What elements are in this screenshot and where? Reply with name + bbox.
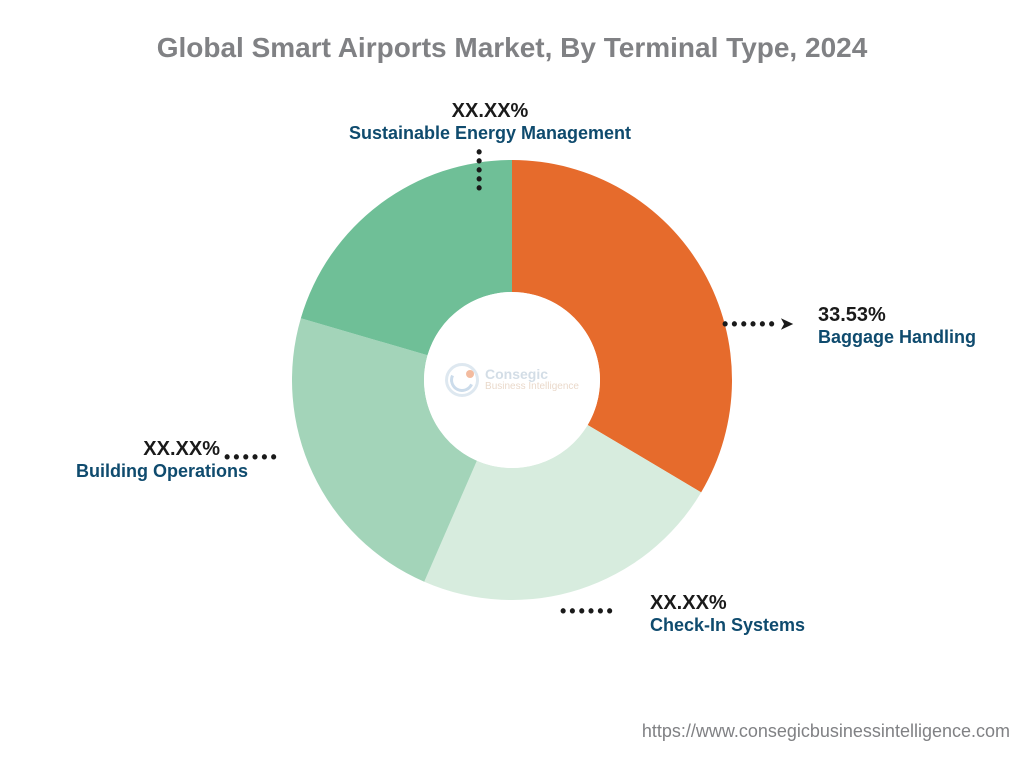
lbl-building-ops: Building Operations xyxy=(76,461,220,482)
logo-text: Consegic Business Intelligence xyxy=(485,367,579,392)
pct-sustainable-energy: XX.XX% xyxy=(280,100,700,123)
center-logo: Consegic Business Intelligence xyxy=(445,363,579,397)
pct-baggage-handling: 33.53% xyxy=(818,304,976,327)
callout-baggage-handling: 33.53% Baggage Handling xyxy=(818,304,976,348)
leader-sustainable-energy: ••••• xyxy=(476,148,482,193)
callout-sustainable-energy: XX.XX% Sustainable Energy Management xyxy=(280,100,700,144)
callout-building-ops: XX.XX% Building Operations xyxy=(76,438,220,482)
footer-url: https://www.consegicbusinessintelligence… xyxy=(642,721,1010,742)
logo-icon xyxy=(445,363,479,397)
callout-checkin: XX.XX% Check-In Systems xyxy=(650,592,805,636)
donut-chart: Consegic Business Intelligence xyxy=(292,160,732,600)
pct-checkin: XX.XX% xyxy=(650,592,805,615)
lbl-baggage-handling: Baggage Handling xyxy=(818,327,976,348)
chart-container: Global Smart Airports Market, By Termina… xyxy=(0,0,1024,768)
leader-checkin: •••••• xyxy=(560,602,616,620)
chart-title: Global Smart Airports Market, By Termina… xyxy=(0,32,1024,64)
lbl-sustainable-energy: Sustainable Energy Management xyxy=(280,123,700,144)
leader-baggage-handling: ••••••➤ xyxy=(722,314,793,334)
arrow-icon: ➤ xyxy=(780,314,793,334)
lbl-checkin: Check-In Systems xyxy=(650,615,805,636)
pct-building-ops: XX.XX% xyxy=(76,438,220,461)
